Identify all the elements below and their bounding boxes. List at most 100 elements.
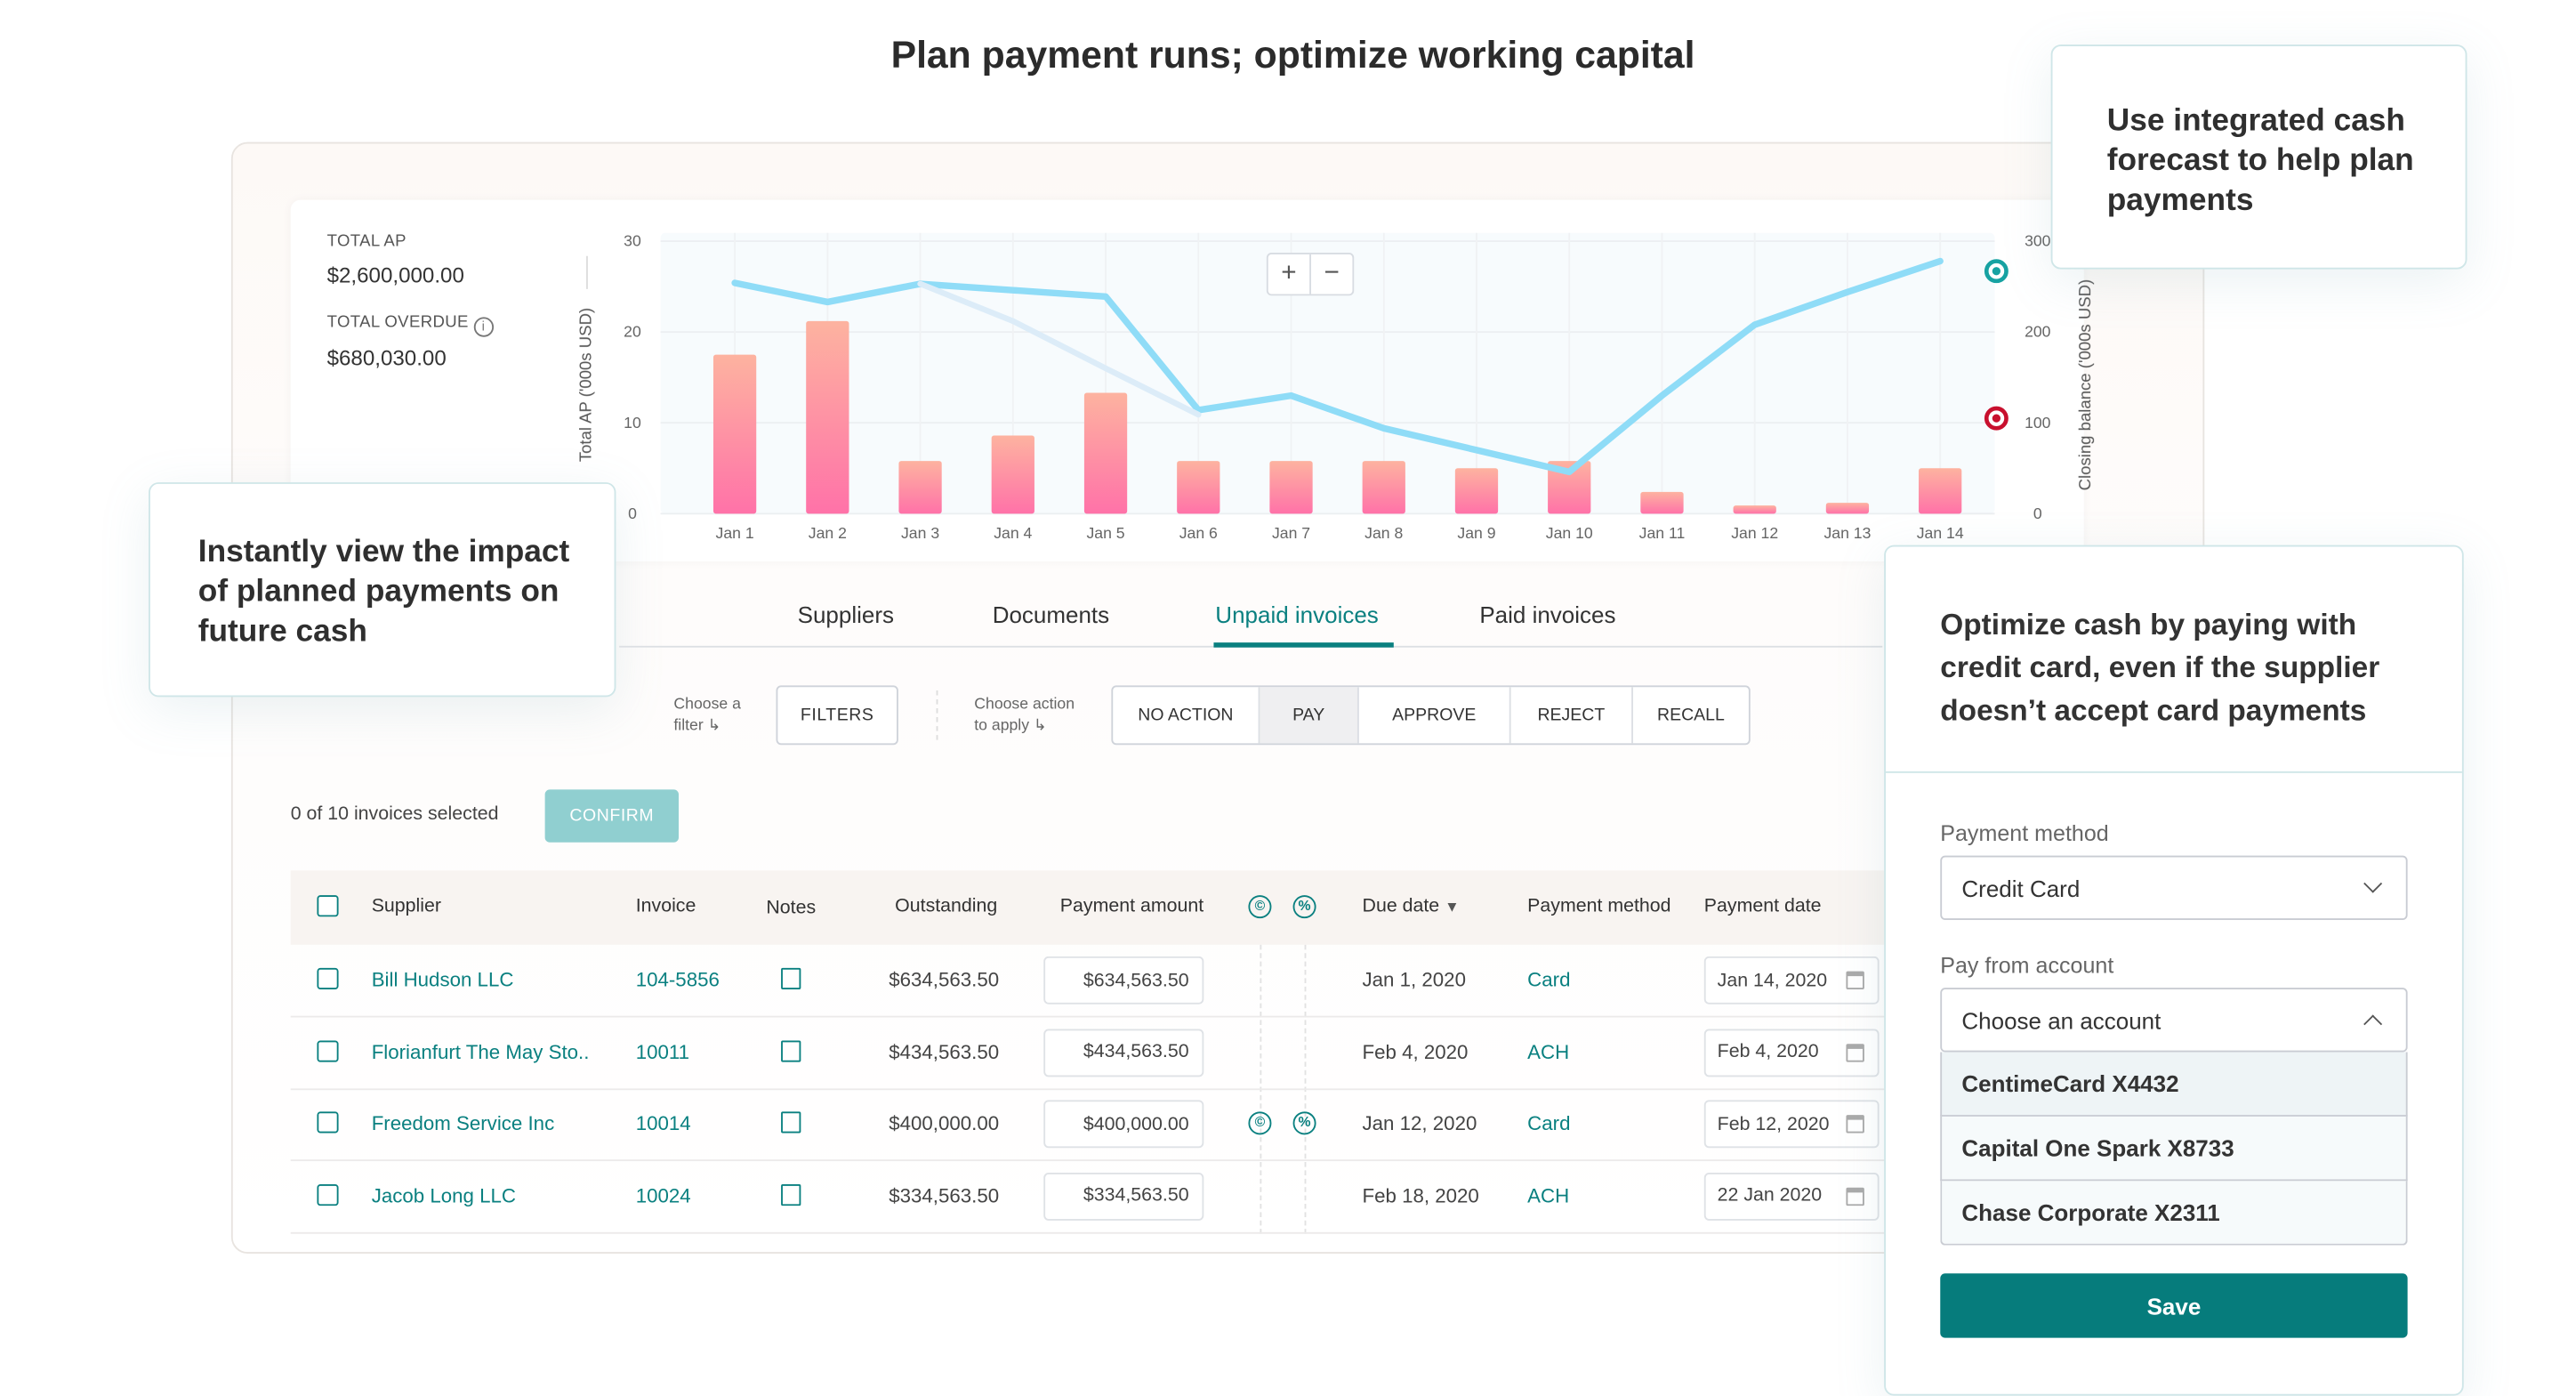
col-outstanding[interactable]: Outstanding <box>895 897 998 917</box>
col-supplier[interactable]: Supplier <box>371 897 442 917</box>
pay-from-account-select[interactable]: Choose an account <box>1940 988 2408 1053</box>
payment-amount-value: $400,000.00 <box>1083 1114 1189 1134</box>
col-payment-date[interactable]: Payment date <box>1703 897 1822 917</box>
tab-unpaid-invoices[interactable]: Unpaid invoices <box>1215 601 1379 628</box>
panel-divider <box>1886 771 2462 773</box>
payment-amount-input[interactable]: $334,563.50 <box>1043 1172 1204 1220</box>
payment-date-value: Feb 4, 2020 <box>1717 1042 1819 1062</box>
x-tick-label: Jan 1 <box>716 524 754 542</box>
save-button[interactable]: Save <box>1940 1273 2408 1338</box>
calendar-icon[interactable] <box>1846 1043 1864 1061</box>
payment-method-link[interactable]: ACH <box>1527 1183 1570 1207</box>
select-all-checkbox[interactable] <box>317 895 339 917</box>
bar <box>898 461 942 514</box>
payment-method-link[interactable]: ACH <box>1527 1039 1570 1063</box>
column-divider <box>1260 944 1262 1234</box>
payment-date-input[interactable]: Jan 14, 2020 <box>1703 956 1880 1005</box>
action-recall[interactable]: RECALL <box>1657 705 1725 725</box>
col-payment-amount[interactable]: Payment amount <box>1059 897 1204 917</box>
active-tab-indicator <box>1213 642 1394 648</box>
bar <box>991 435 1034 514</box>
zoom-in-button[interactable]: + <box>1268 254 1311 295</box>
row-checkbox[interactable] <box>317 1183 339 1206</box>
account-option[interactable]: CentimeCard X4432 <box>1940 1052 2408 1117</box>
x-tick-label: Jan 9 <box>1457 524 1495 542</box>
bar <box>1083 392 1128 514</box>
payment-amount-input[interactable]: $434,563.50 <box>1043 1028 1204 1077</box>
arrow-icon: ↳ <box>1033 716 1047 736</box>
zoom-out-button[interactable]: − <box>1324 259 1340 288</box>
credit-card-icon[interactable]: © <box>1248 1111 1272 1135</box>
payment-date-input[interactable]: Feb 4, 2020 <box>1703 1028 1880 1077</box>
discount-icon: % <box>1292 895 1316 919</box>
callout-forecast: Use integrated cash forecast to help pla… <box>2050 44 2467 270</box>
payment-method-link[interactable]: Card <box>1527 1111 1571 1135</box>
payment-date-value: Feb 12, 2020 <box>1717 1114 1830 1134</box>
info-icon[interactable]: i <box>473 317 494 337</box>
due-date: Jan 1, 2020 <box>1362 967 1466 991</box>
payment-amount-input[interactable]: $400,000.00 <box>1043 1100 1204 1149</box>
discount-icon[interactable]: % <box>1292 1111 1316 1135</box>
calendar-icon[interactable] <box>1846 971 1864 989</box>
tab-documents[interactable]: Documents <box>992 601 1110 628</box>
invoice-link[interactable]: 10011 <box>635 1039 690 1063</box>
x-tick-label: Jan 14 <box>1917 524 1964 542</box>
col-payment-method[interactable]: Payment method <box>1527 897 1671 917</box>
y-tick-label: 20 <box>624 323 641 341</box>
invoice-link[interactable]: 10014 <box>635 1111 691 1135</box>
row-divider <box>290 1087 1887 1090</box>
notes-icon[interactable] <box>781 1111 801 1134</box>
row-checkbox[interactable] <box>317 967 339 989</box>
action-no-action[interactable]: NO ACTION <box>1113 687 1260 744</box>
row-checkbox[interactable] <box>317 1111 339 1134</box>
filter-divider <box>936 690 938 740</box>
x-tick-label: Jan 8 <box>1364 524 1403 542</box>
invoice-link[interactable]: 104-5856 <box>635 967 720 991</box>
payment-method-link[interactable]: Card <box>1527 967 1571 991</box>
notes-icon[interactable] <box>781 967 801 989</box>
payment-date-input[interactable]: Feb 12, 2020 <box>1703 1100 1880 1149</box>
invoice-link[interactable]: 10024 <box>635 1183 691 1207</box>
x-tick-label: Jan 4 <box>994 524 1032 542</box>
y2-tick-label: 200 <box>2025 323 2051 341</box>
supplier-link[interactable]: Bill Hudson LLC <box>371 967 514 991</box>
action-reject[interactable]: REJECT <box>1511 687 1633 744</box>
arrow-icon: ↳ <box>707 716 721 736</box>
payment-amount-input[interactable]: $634,563.50 <box>1043 956 1204 1005</box>
action-hint-line1: Choose action <box>974 695 1075 714</box>
filter-hint: Choose a filter ↳ <box>673 694 741 737</box>
col-due-date[interactable]: Due date ▼ <box>1362 897 1460 917</box>
supplier-link[interactable]: Freedom Service Inc <box>371 1111 555 1135</box>
payment-method-select[interactable]: Credit Card <box>1940 855 2408 921</box>
total-overdue-value: $680,030.00 <box>326 344 447 370</box>
confirm-button[interactable]: CONFIRM <box>544 789 679 843</box>
y2-tick-label: 100 <box>2025 414 2051 432</box>
bar <box>1269 461 1313 514</box>
supplier-link[interactable]: Jacob Long LLC <box>371 1183 516 1207</box>
account-option[interactable]: Chase Corporate X2311 <box>1940 1181 2408 1246</box>
calendar-icon[interactable] <box>1846 1186 1864 1206</box>
action-segmented-control: NO ACTION PAY APPROVE REJECT RECALL <box>1111 685 1751 746</box>
calendar-icon[interactable] <box>1846 1115 1864 1134</box>
supplier-link[interactable]: Florianfurt The May Sto.. <box>371 1039 590 1063</box>
payment-date-input[interactable]: 22 Jan 2020 <box>1703 1172 1880 1220</box>
notes-icon[interactable] <box>781 1039 801 1061</box>
tab-paid-invoices[interactable]: Paid invoices <box>1479 601 1616 628</box>
y-tick-label: 30 <box>624 232 641 250</box>
action-approve[interactable]: APPROVE <box>1359 687 1511 744</box>
row-checkbox[interactable] <box>317 1039 339 1061</box>
filters-button[interactable]: FILTERS <box>776 685 898 746</box>
y-tick-label: 0 <box>628 504 637 522</box>
notes-icon[interactable] <box>781 1183 801 1206</box>
bar <box>1919 468 1962 514</box>
sort-icon[interactable]: ▼ <box>1445 898 1460 916</box>
account-option[interactable]: Capital One Spark X8733 <box>1940 1116 2408 1182</box>
outstanding-amount: $634,563.50 <box>889 967 1000 991</box>
tab-suppliers[interactable]: Suppliers <box>797 601 895 628</box>
payment-date-value: Jan 14, 2020 <box>1717 970 1828 990</box>
col-invoice[interactable]: Invoice <box>635 897 696 917</box>
col-notes: Notes <box>766 898 817 919</box>
x-tick-label: Jan 5 <box>1086 524 1124 542</box>
action-pay[interactable]: PAY <box>1260 687 1359 744</box>
closing-balance-line <box>731 257 1944 476</box>
